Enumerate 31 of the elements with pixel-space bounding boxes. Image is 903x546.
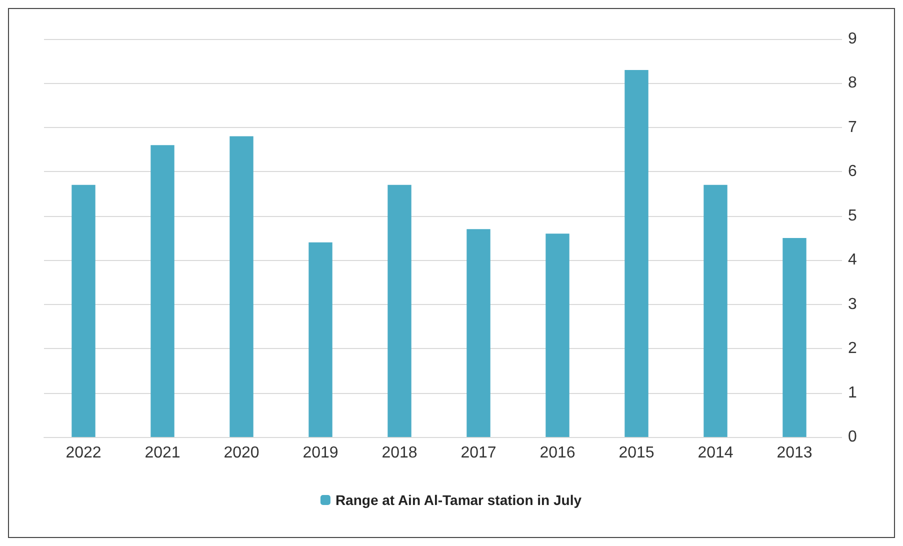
- y-tick-label: 8: [848, 74, 857, 92]
- bar: [546, 234, 570, 437]
- y-tick-label: 0: [848, 428, 857, 446]
- bar: [388, 184, 412, 437]
- x-tick-label: 2017: [460, 444, 496, 462]
- x-tick-label: 2015: [618, 444, 654, 462]
- x-tick-label: 2018: [382, 444, 418, 462]
- y-tick-label: 6: [848, 163, 857, 180]
- bar: [150, 145, 174, 437]
- bar: [782, 238, 806, 437]
- x-tick-label: 2021: [144, 444, 180, 462]
- y-tick-label: 2: [848, 340, 857, 358]
- y-tick-label: 1: [848, 384, 857, 402]
- x-tick-label: 2022: [66, 444, 102, 462]
- y-tick-label: 4: [848, 252, 857, 269]
- y-tick-label: 5: [848, 207, 857, 224]
- y-tick-label: 3: [848, 296, 857, 313]
- bar: [704, 184, 728, 437]
- bar: [308, 242, 332, 437]
- y-tick-label: 9: [848, 30, 857, 48]
- bar: [624, 70, 648, 437]
- x-tick-label: 2013: [776, 444, 812, 462]
- y-tick-label: 7: [848, 118, 857, 136]
- x-tick-label: 2019: [302, 444, 338, 462]
- bar: [72, 184, 96, 437]
- bar: [466, 229, 490, 437]
- x-tick-label: 2014: [698, 444, 734, 462]
- legend-label: Range at Ain Al-Tamar station in July: [335, 492, 582, 508]
- bar: [230, 136, 254, 437]
- x-tick-label: 2020: [224, 444, 260, 462]
- x-tick-label: 2016: [540, 444, 576, 462]
